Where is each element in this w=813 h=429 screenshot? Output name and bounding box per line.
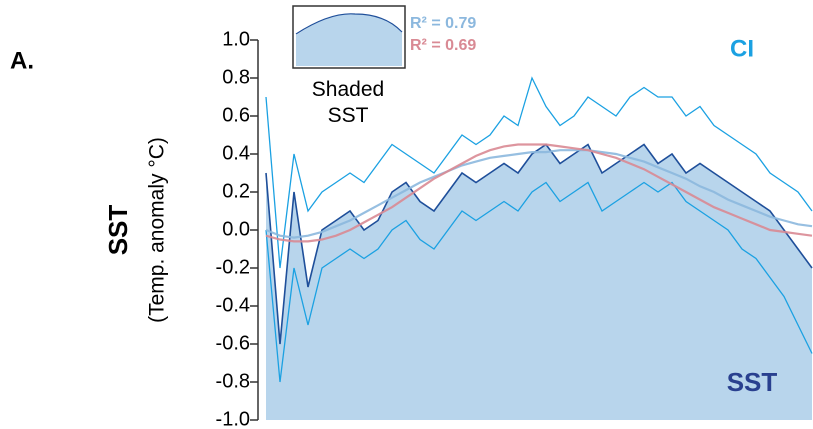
legend-label: R² = 0.69 [410, 37, 476, 54]
y-tick-label: 1.0 [222, 28, 250, 50]
fit-line [265, 149, 813, 239]
y-tick-label: 0.8 [222, 66, 250, 88]
fit-line [265, 143, 813, 243]
panel-label: A. [10, 47, 34, 74]
y-tick-label: -0.2 [216, 256, 250, 278]
legend-label: CI [730, 35, 754, 62]
y-sublabel: (Temp. anomaly °C) [146, 137, 169, 323]
inset-label: Shaded SST [312, 78, 384, 127]
y-label: SST [103, 205, 133, 256]
sst-line [265, 143, 813, 345]
legend-label: R² = 0.79 [410, 15, 476, 32]
y-tick-label: -0.4 [216, 294, 250, 316]
inset [292, 5, 406, 69]
ci-lower [265, 181, 813, 383]
ci-upper [265, 76, 813, 269]
y-tick-label: -0.6 [216, 332, 250, 354]
sst-area [266, 144, 812, 420]
y-tick-label: -1.0 [216, 408, 250, 429]
legend-label: SST [727, 367, 778, 397]
inset-line [295, 13, 403, 35]
y-tick-label: 0.4 [222, 142, 250, 164]
inset-area [296, 13, 402, 66]
y-tick-label: 0.2 [222, 180, 250, 202]
y-tick-label: 0.6 [222, 104, 250, 126]
y-tick-label: 0.0 [222, 218, 250, 240]
y-tick-label: -0.8 [216, 370, 250, 392]
